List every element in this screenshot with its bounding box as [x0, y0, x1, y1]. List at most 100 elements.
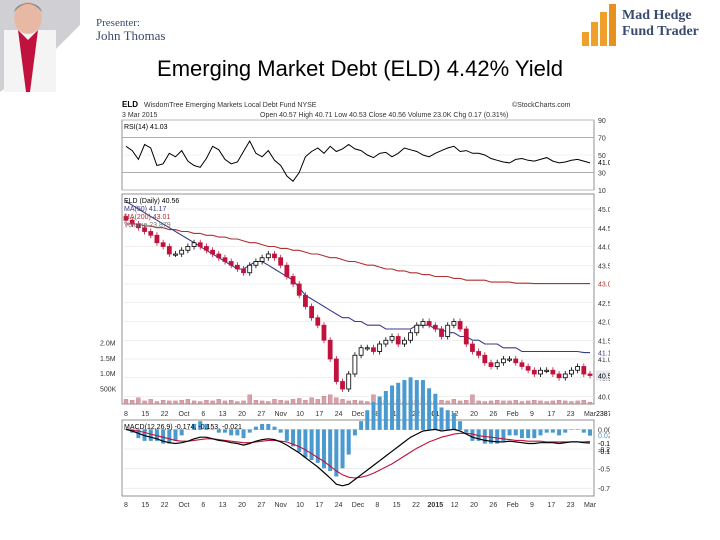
macd-histogram-bar	[179, 429, 184, 436]
chart-header-text: ELD WisdomTree Emerging Markets Local De…	[122, 100, 571, 119]
volume-bar	[470, 394, 475, 405]
price-candle	[173, 253, 178, 256]
macd-histogram-bar	[588, 429, 592, 436]
rsi-tick-label: 50	[598, 153, 606, 160]
price-candle	[160, 242, 166, 247]
volume-bar	[210, 400, 215, 405]
macd-histogram-bar	[340, 429, 345, 469]
price-candle	[395, 336, 401, 345]
price-candle	[272, 253, 277, 259]
macd-histogram-bar	[433, 393, 438, 430]
macd-histogram-bar	[501, 429, 506, 441]
macd-histogram-bar	[544, 429, 549, 433]
macd-x-label: 15	[141, 502, 149, 509]
macd-x-label: 13	[219, 502, 227, 509]
ma50-value-tag: 41.17	[598, 351, 610, 358]
volume-bar	[216, 399, 221, 405]
volume-bar	[525, 400, 531, 405]
volume-bar	[365, 401, 370, 405]
stock-chart: ELD WisdomTree Emerging Markets Local De…	[100, 100, 610, 509]
price-tick-label: 43.5	[598, 263, 610, 270]
volume-bar	[148, 399, 153, 405]
ma50-value-tag-box	[596, 347, 610, 358]
volume-bar	[185, 399, 191, 405]
price-candle	[482, 354, 488, 364]
price-x-label: Feb	[507, 411, 519, 418]
price-candle	[247, 264, 253, 274]
volume-bar	[457, 400, 463, 405]
volume-bar	[334, 397, 339, 405]
macd-histogram-bar	[247, 429, 252, 433]
volume-bar	[173, 400, 178, 405]
price-candle	[241, 268, 246, 274]
macd-value-tag: 0.021	[598, 433, 610, 440]
last-price-tag: 40.56	[598, 374, 610, 381]
macd-histogram-bar	[464, 429, 469, 433]
macd-histogram-bar	[222, 429, 227, 433]
macd-histogram-bar	[291, 429, 296, 447]
ma200-value-tag-box	[596, 278, 610, 289]
price-candle	[278, 257, 284, 266]
macd-x-label: 24	[335, 502, 343, 509]
price-x-label: 17	[547, 411, 555, 418]
macd-x-label: Mar	[584, 502, 597, 509]
rsi-line	[125, 139, 591, 183]
price-x-label: Nov	[274, 411, 287, 418]
volume-bar	[253, 400, 259, 405]
rsi-tick-label: 90	[598, 118, 606, 125]
macd-histogram-bar	[309, 429, 314, 461]
macd-histogram-bar	[550, 429, 555, 433]
volume-bar	[204, 400, 209, 405]
price-tick-label: 40.0	[598, 395, 610, 402]
price-candle	[408, 332, 413, 341]
macd-label: MACD(12,26,9) -0.174, -0.153, -0.021	[124, 424, 242, 431]
price-candle	[259, 257, 265, 262]
macd-x-label: 20	[470, 502, 478, 509]
price-x-label: 10	[296, 411, 304, 418]
price-x-label: 24	[335, 411, 343, 418]
macd-histogram-bar	[266, 423, 271, 430]
volume-bar	[563, 400, 568, 405]
macd-tick-label: -0.75	[598, 486, 610, 493]
price-candle	[420, 321, 426, 326]
price-candle	[494, 362, 500, 367]
price-candle	[253, 261, 259, 266]
price-candle	[587, 373, 593, 376]
price-candle	[296, 283, 302, 296]
volume-bar	[167, 400, 172, 405]
volume-bar	[532, 400, 537, 405]
macd-x-label: Oct	[179, 502, 190, 509]
macd-histogram-bar	[427, 388, 432, 430]
chart-source: ©StockCharts.com	[512, 101, 571, 109]
price-candle	[315, 317, 321, 326]
macd-histogram-bar	[420, 380, 425, 430]
macd-histogram-bar	[513, 429, 518, 436]
volume-bar	[309, 397, 314, 405]
volume-bar	[507, 400, 512, 405]
price-candle	[513, 358, 519, 364]
volume-bar	[247, 394, 252, 405]
price-candle	[500, 358, 506, 364]
price-tick-label: 42.5	[598, 301, 610, 308]
volume-bar	[303, 400, 308, 405]
macd-histogram-bar	[569, 429, 574, 430]
volume-bar	[569, 401, 574, 405]
macd-x-label: Dec	[352, 502, 365, 509]
volume-bar	[451, 399, 457, 405]
slide-header: Presenter: John Thomas Mad Hedge Fund Tr…	[0, 0, 720, 92]
macd-tick-label: -0.50	[598, 467, 610, 474]
volume-bar	[482, 401, 487, 405]
volume-bar	[439, 400, 444, 405]
macd-histogram-bar	[495, 429, 500, 444]
price-x-label: 22	[161, 411, 169, 418]
price-candle	[426, 321, 432, 326]
macd-tick-label: 0.00	[598, 427, 610, 434]
macd-histogram-bar	[303, 429, 308, 458]
price-x-label: 6	[201, 411, 205, 418]
macd-histogram-bar	[346, 429, 351, 455]
macd-x-label: Nov	[274, 502, 287, 509]
logo-line-1: Mad Hedge	[622, 8, 692, 23]
macd-histogram-bar	[253, 426, 258, 430]
price-legend-entry: ELD (Daily) 40.56	[124, 198, 179, 205]
price-candle	[346, 373, 352, 390]
